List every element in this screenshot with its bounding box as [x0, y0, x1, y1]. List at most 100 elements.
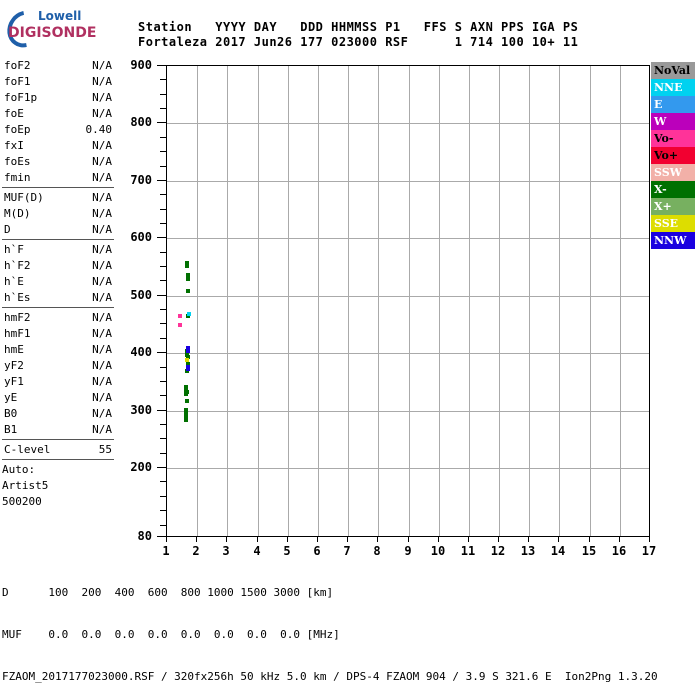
y-axis-label: 400 — [130, 345, 152, 359]
echo-point-x- — [184, 385, 188, 389]
y-axis-minor-tick — [160, 194, 166, 195]
lowell-digisonde-logo: Lowell DIGISONDE — [0, 3, 124, 55]
x-axis-tick — [226, 537, 227, 542]
vertical-gridline — [559, 66, 560, 536]
parameter-value: 0.40 — [85, 123, 113, 136]
parameter-name: foEp — [4, 123, 31, 136]
legend-item-vo-[interactable]: Vo+ — [651, 147, 695, 164]
vertical-gridline — [288, 66, 289, 536]
echo-point-x- — [184, 408, 188, 412]
x-axis-label: 9 — [404, 544, 412, 558]
parameter-row: yF2 N/A — [2, 358, 114, 374]
y-axis-tick — [157, 352, 166, 353]
parameter-row: hmF1 N/A — [2, 326, 114, 342]
parameter-row: foEp 0.40 — [2, 122, 114, 138]
echo-point-nnw — [186, 349, 190, 353]
echo-point-sse — [185, 358, 189, 362]
vertical-gridline — [590, 66, 591, 536]
horizontal-gridline — [167, 123, 649, 124]
x-axis-tick — [589, 537, 590, 542]
vertical-gridline — [439, 66, 440, 536]
parameter-row: hmE N/A — [2, 342, 114, 358]
parameter-name: C-level — [4, 443, 51, 456]
parameter-row: MUF(D) N/A — [2, 190, 114, 206]
y-axis-label: 80 — [137, 529, 152, 543]
x-axis-label: 14 — [550, 544, 566, 558]
x-axis-tick — [317, 537, 318, 542]
echo-point-x- — [184, 418, 188, 422]
legend-item-x-[interactable]: X+ — [651, 198, 695, 215]
parameter-row: h`F2 N/A — [2, 258, 114, 274]
y-axis-label: 700 — [130, 173, 152, 187]
x-axis-label: 7 — [343, 544, 351, 558]
parameter-row: foE N/A — [2, 106, 114, 122]
legend-item-nnw[interactable]: NNW — [651, 232, 695, 249]
footer-source-row: FZAOM_2017177023000.RSF / 320fx256h 50 k… — [2, 670, 658, 683]
parameter-name: D — [4, 223, 11, 236]
x-axis-label: 4 — [253, 544, 261, 558]
vertical-gridline — [227, 66, 228, 536]
legend-item-e[interactable]: E — [651, 96, 695, 113]
x-axis-tick — [649, 537, 650, 542]
legend-item-noval[interactable]: NoVal — [651, 62, 695, 79]
vertical-gridline — [258, 66, 259, 536]
parameter-value: N/A — [92, 91, 112, 104]
y-axis-label: 200 — [130, 460, 152, 474]
y-axis-minor-tick — [160, 280, 166, 281]
footer-distance-row: D 100 200 400 600 800 1000 1500 3000 [km… — [2, 586, 334, 599]
y-axis-tick — [157, 410, 166, 411]
parameter-row: h`F N/A — [2, 242, 114, 258]
x-axis-tick — [257, 537, 258, 542]
vertical-gridline — [378, 66, 379, 536]
parameter-row: fxI N/A — [2, 138, 114, 154]
parameter-row: h`Es N/A — [2, 290, 114, 306]
vertical-gridline — [620, 66, 621, 536]
legend-item-vo-[interactable]: Vo- — [651, 130, 695, 147]
ionogram-plot-area[interactable] — [166, 65, 650, 537]
horizontal-gridline — [167, 181, 649, 182]
y-axis-minor-tick — [160, 108, 166, 109]
x-axis-tick — [377, 537, 378, 542]
parameter-name: MUF(D) — [4, 191, 44, 204]
x-axis-tick — [438, 537, 439, 542]
y-axis-minor-tick — [160, 338, 166, 339]
x-axis-label: 5 — [283, 544, 291, 558]
parameter-name: hmF2 — [4, 311, 31, 324]
legend-item-sse[interactable]: SSE — [651, 215, 695, 232]
y-axis-minor-tick — [160, 323, 166, 324]
vertical-gridline — [318, 66, 319, 536]
parameter-value: N/A — [92, 75, 112, 88]
legend-item-nne[interactable]: NNE — [651, 79, 695, 96]
parameter-value: N/A — [92, 291, 112, 304]
vertical-gridline — [348, 66, 349, 536]
parameter-value: N/A — [92, 407, 112, 420]
y-axis-minor-tick — [160, 424, 166, 425]
ionogram-parameters-panel: foF2 N/A foF1 N/A foF1p N/A foE N/A foEp 0.40 fxI N… — [2, 58, 114, 510]
parameter-value: N/A — [92, 207, 112, 220]
x-axis-label: 1 — [162, 544, 170, 558]
parameter-value: N/A — [92, 243, 112, 256]
parameter-name: hmF1 — [4, 327, 31, 340]
y-axis-tick — [157, 467, 166, 468]
x-axis-label: 16 — [611, 544, 627, 558]
y-axis-minor-tick — [160, 266, 166, 267]
x-axis-tick — [619, 537, 620, 542]
parameter-name: foEs — [4, 155, 31, 168]
y-axis-label: 800 — [130, 115, 152, 129]
parameter-name: h`F — [4, 243, 24, 256]
parameter-name: foF1 — [4, 75, 31, 88]
legend-item-x-[interactable]: X- — [651, 181, 695, 198]
echo-point-x- — [186, 355, 190, 359]
parameter-group: foF2 N/A foF1 N/A foF1p N/A foE N/A foEp 0.40 fxI N… — [2, 58, 114, 188]
legend-item-ssw[interactable]: SSW — [651, 164, 695, 181]
echo-point-x- — [185, 261, 189, 265]
parameter-name: fmin — [4, 171, 31, 184]
x-axis-tick — [558, 537, 559, 542]
x-axis-label: 3 — [222, 544, 230, 558]
vertical-gridline — [469, 66, 470, 536]
echo-point-x- — [186, 277, 190, 281]
legend-item-w[interactable]: W — [651, 113, 695, 130]
x-axis-label: 11 — [460, 544, 476, 558]
x-axis-tick — [196, 537, 197, 542]
parameter-value: N/A — [92, 107, 112, 120]
